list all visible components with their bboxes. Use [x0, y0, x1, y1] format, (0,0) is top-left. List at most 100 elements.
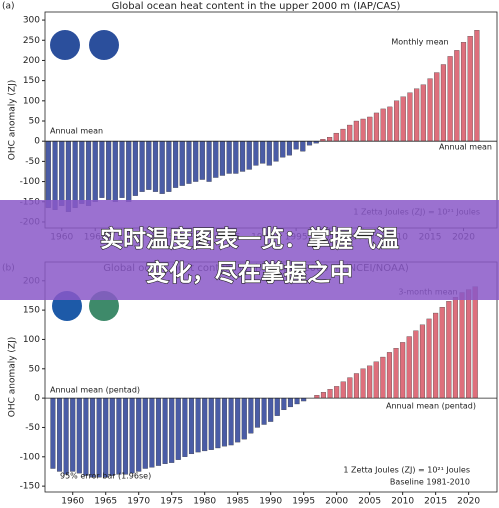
bar	[85, 141, 92, 206]
y-tick-label: 50	[29, 364, 41, 374]
bar	[413, 330, 419, 399]
bar	[360, 118, 366, 142]
bar	[467, 36, 473, 142]
x-tick-label: 1970	[127, 497, 150, 507]
y-tick-label: 0	[34, 394, 40, 404]
bar	[439, 307, 445, 399]
bar	[142, 397, 148, 469]
bar	[52, 141, 58, 210]
bar	[215, 397, 221, 449]
bar	[393, 348, 399, 399]
x-tick-label: 1980	[193, 497, 216, 507]
bar	[241, 397, 247, 440]
y-tick-label: 150	[23, 76, 40, 86]
bar	[248, 397, 254, 434]
x-tick-label: 2000	[325, 497, 348, 507]
bar	[273, 141, 279, 162]
bar	[228, 397, 234, 446]
annotation: Annual mean (pentad)	[50, 386, 140, 395]
bar	[96, 397, 102, 478]
bar	[334, 386, 340, 399]
bar	[367, 116, 373, 142]
bar	[119, 141, 125, 198]
bar	[446, 301, 452, 399]
bar	[367, 365, 373, 399]
bar	[166, 141, 172, 192]
y-tick-label: 100	[23, 96, 40, 106]
bar	[427, 78, 433, 142]
bar	[287, 397, 293, 408]
bar	[199, 141, 205, 180]
bar	[182, 397, 188, 457]
bar	[221, 397, 228, 447]
bar	[76, 397, 82, 474]
bar	[254, 397, 260, 428]
y-tick-label: -100	[20, 177, 41, 187]
bar	[268, 397, 274, 422]
bar	[195, 397, 201, 453]
bar	[426, 318, 432, 399]
bar	[460, 42, 467, 142]
bar	[45, 141, 51, 208]
bar	[333, 132, 339, 142]
bar	[72, 141, 78, 208]
bar	[63, 397, 69, 475]
bar	[159, 141, 165, 194]
bar	[253, 141, 259, 166]
bar	[179, 141, 185, 186]
x-tick-label: 1985	[226, 497, 249, 507]
chart-title: Global ocean heat content in the upper 2…	[112, 1, 401, 12]
bar	[89, 397, 96, 478]
y-axis-label: OHC anomaly (ZJ)	[8, 337, 18, 418]
bar	[233, 141, 239, 174]
bar	[274, 397, 280, 416]
bar	[92, 141, 98, 202]
bar	[109, 397, 115, 476]
bar	[294, 397, 300, 405]
bar	[474, 30, 480, 142]
bar	[219, 141, 226, 176]
bar	[59, 141, 65, 206]
bar	[56, 397, 63, 472]
bar	[260, 141, 266, 164]
bar	[175, 397, 181, 460]
bar	[208, 397, 214, 450]
banner	[0, 200, 499, 300]
bar	[293, 141, 299, 150]
y-tick-label: 300	[23, 16, 40, 26]
x-tick-label: 1990	[259, 497, 282, 507]
bar	[447, 56, 453, 142]
x-tick-label: 1965	[94, 497, 117, 507]
y-tick-label: 250	[23, 36, 40, 46]
bar	[327, 389, 333, 399]
bar	[286, 141, 292, 156]
bar	[454, 50, 460, 142]
bar	[155, 397, 162, 466]
annotation: Annual mean	[50, 127, 103, 136]
banner-text: 变化，尽在掌握之中	[146, 260, 353, 287]
annotation: 1 Zetta Joules (ZJ) = 10²¹ Joules	[343, 466, 470, 475]
bar	[213, 141, 219, 178]
bar	[306, 141, 313, 146]
bar	[301, 397, 307, 402]
bar	[452, 297, 458, 399]
bar	[162, 397, 168, 464]
bar	[433, 312, 439, 399]
bar	[246, 141, 252, 170]
x-tick-label: 1975	[160, 497, 183, 507]
annotation: Monthly mean	[391, 38, 448, 47]
logo	[50, 30, 80, 60]
bar	[280, 141, 286, 158]
bar	[440, 64, 446, 142]
bar	[434, 72, 440, 142]
annotation: Annual mean	[439, 143, 492, 152]
bar	[226, 141, 232, 174]
bar	[419, 324, 425, 399]
x-tick-label: 2005	[358, 497, 381, 507]
y-tick-label: 100	[23, 335, 40, 345]
bar	[112, 141, 118, 202]
bar	[266, 141, 272, 166]
bar	[261, 397, 267, 425]
bar	[387, 106, 393, 142]
bar	[169, 397, 175, 463]
